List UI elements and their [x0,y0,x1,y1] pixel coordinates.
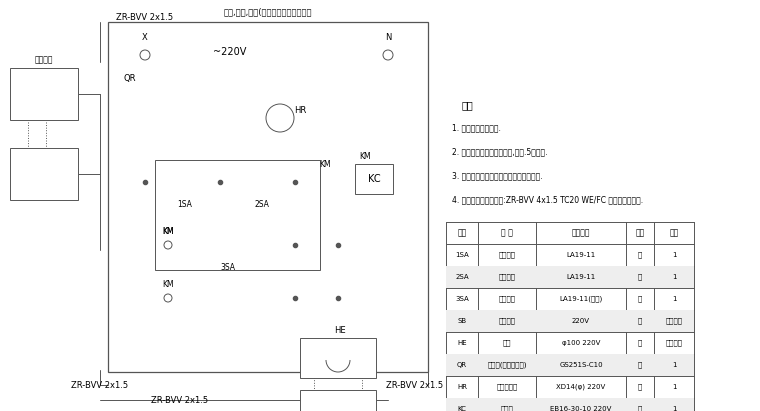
Text: LA19-11: LA19-11 [566,274,596,280]
Text: KM: KM [162,226,174,236]
Text: 被联按钮: 被联按钮 [35,55,53,65]
Text: 4. 警铃及桌面按钮组用:ZR-BVV 4x1.5 TC20 WE/FC 桥架敷水普重些.: 4. 警铃及桌面按钮组用:ZR-BVV 4x1.5 TC20 WE/FC 桥架敷… [452,196,643,205]
Text: 1: 1 [672,384,676,390]
Text: 个: 个 [638,384,642,390]
Text: 个: 个 [638,252,642,258]
Text: 符号: 符号 [458,229,467,238]
Text: XD14(φ) 220V: XD14(φ) 220V [556,384,606,390]
Bar [446,354,694,376]
Text: 220V: 220V [572,318,590,324]
Text: 单位: 单位 [635,229,644,238]
Bar [355,164,393,194]
Text: HE: HE [334,326,346,335]
Text: 型号规格: 型号规格 [572,229,591,238]
Text: QR: QR [124,74,136,83]
Text: 1: 1 [672,252,676,258]
Bar [108,22,428,372]
Text: 喷门,喷流,喷箱(备手灯及喷箱口上安装: 喷门,喷流,喷箱(备手灯及喷箱口上安装 [223,7,312,16]
Text: ~220V: ~220V [214,47,247,57]
Text: 同消火栓: 同消火栓 [666,318,682,324]
Text: GS251S-C10: GS251S-C10 [559,362,603,368]
Text: QR: QR [457,362,467,368]
Text: KM: KM [162,279,174,289]
Bar [446,310,694,332]
Text: 1. 增加火灾报警设备.: 1. 增加火灾报警设备. [452,123,501,132]
Text: EB16-30-10 220V: EB16-30-10 220V [550,406,612,411]
Text: 启动按钮: 启动按钮 [499,274,515,280]
Text: 2SA: 2SA [455,274,469,280]
Text: 个: 个 [638,340,642,346]
Bar [10,148,78,200]
Text: 1: 1 [672,406,676,411]
Text: LA19-11(带锁): LA19-11(带锁) [559,296,603,302]
Text: LA19-11: LA19-11 [566,252,596,258]
Text: 个: 个 [638,406,642,411]
Text: 1: 1 [672,296,676,302]
Text: 3SA: 3SA [455,296,469,302]
Text: 1SA: 1SA [455,252,469,258]
Text: HE: HE [458,340,467,346]
Text: ZR-BVV 2x1.5: ZR-BVV 2x1.5 [386,381,444,390]
Text: 断路器(带漏电保护): 断路器(带漏电保护) [487,362,527,368]
Text: X: X [142,34,148,42]
Text: 3SA: 3SA [220,263,236,272]
Text: 同消火栓: 同消火栓 [666,340,682,346]
Text: SB: SB [458,318,467,324]
Text: 3. 桌面按钮消警符合每个楼大楼内各组个.: 3. 桌面按钮消警符合每个楼大楼内各组个. [452,171,543,180]
Text: 电源指示灯: 电源指示灯 [496,384,518,390]
Bar [446,398,694,411]
Bar [10,68,78,120]
Text: 个: 个 [638,362,642,368]
Text: ZR-BVV 2x1.5: ZR-BVV 2x1.5 [151,395,208,404]
Text: KM: KM [359,152,371,161]
Text: 2SA: 2SA [255,199,270,208]
Text: N: N [385,34,391,42]
Text: ZR-BVV 2x1.5: ZR-BVV 2x1.5 [116,14,173,23]
Text: 警铃: 警铃 [503,340,511,346]
Text: 数量: 数量 [670,229,679,238]
Text: 说明: 说明 [462,100,473,110]
Text: 被联按钮: 被联按钮 [499,318,515,324]
Text: KM: KM [162,226,174,236]
Bar [300,338,376,378]
Text: 1SA: 1SA [178,199,192,208]
Text: ZR-BVV 2x1.5: ZR-BVV 2x1.5 [71,381,128,390]
Text: HR: HR [457,384,467,390]
Bar [155,160,320,270]
Text: φ100 220V: φ100 220V [562,340,600,346]
Text: HR: HR [294,106,306,115]
Text: 名 称: 名 称 [501,229,513,238]
Text: 个: 个 [638,274,642,280]
Text: 1: 1 [672,274,676,280]
Text: 接触器: 接触器 [501,406,513,411]
Text: 1: 1 [672,362,676,368]
Text: KC: KC [368,174,380,184]
Text: 消音按钮: 消音按钮 [499,296,515,302]
Text: 停止按钮: 停止按钮 [499,252,515,258]
Text: KC: KC [458,406,467,411]
Bar [446,266,694,288]
Text: 2. 控制箱壁在水泵控制箱内,用截.5米桥架.: 2. 控制箱壁在水泵控制箱内,用截.5米桥架. [452,148,547,157]
Text: 个: 个 [638,296,642,302]
Bar [300,390,376,411]
Text: 个: 个 [638,318,642,324]
Text: KM: KM [319,159,331,169]
